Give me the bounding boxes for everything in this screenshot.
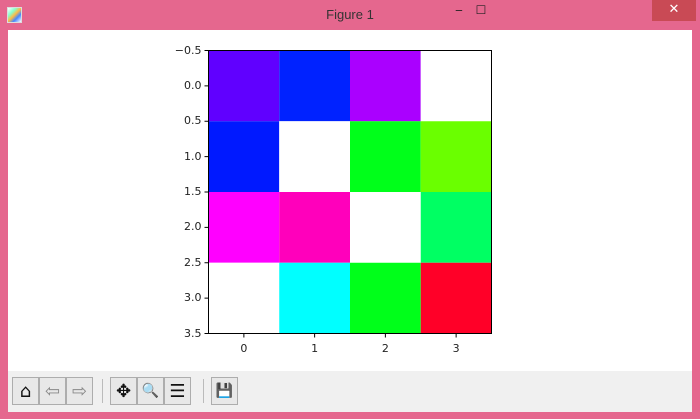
x-tick-label: 2	[381, 341, 389, 355]
home-button[interactable]: ⌂	[12, 377, 39, 405]
window-title: Figure 1	[326, 7, 374, 22]
app-icon	[7, 7, 22, 23]
y-tick-label: 0.5	[184, 114, 202, 128]
save-icon: 💾	[215, 383, 234, 399]
y-tick-label: −0.5	[174, 43, 202, 57]
pan-icon: ✥	[115, 380, 132, 402]
toolbar-separator	[203, 379, 204, 403]
heatmap-cell	[350, 50, 421, 122]
y-tick-label: 1.0	[184, 149, 202, 163]
toolbar-separator	[102, 379, 103, 403]
heatmap-cell	[350, 262, 421, 334]
home-icon: ⌂	[19, 380, 32, 402]
zoom-icon: 🔍	[141, 383, 160, 399]
heatmap-cell	[420, 121, 492, 192]
y-tick-label: 1.5	[184, 185, 202, 198]
heatmap-cell	[420, 50, 492, 122]
x-tick-label: 3	[452, 341, 460, 355]
maximize-button[interactable]: ☐	[475, 3, 487, 17]
y-tick-label: 2.5	[184, 255, 202, 269]
y-tick-label: 3.5	[184, 326, 202, 340]
heatmap-cell	[279, 262, 350, 334]
y-tick-label: 0.0	[184, 78, 202, 92]
heatmap-cell	[350, 121, 421, 192]
forward-arrow-button[interactable]: ⇨	[66, 377, 93, 405]
y-tick-label: 3.0	[184, 291, 202, 305]
heatmap-cell	[420, 262, 492, 334]
x-tick-label: 0	[240, 341, 248, 355]
heatmap-cell	[208, 262, 280, 334]
heatmap-cell	[420, 192, 492, 263]
x-tick-label: 1	[311, 341, 319, 355]
heatmap-cell	[279, 192, 350, 263]
heatmap-cell	[208, 121, 280, 192]
forward-arrow-icon: ⇨	[71, 380, 88, 402]
back-arrow-button[interactable]: ⇦	[39, 377, 66, 405]
close-button[interactable]: ✕	[652, 0, 696, 21]
back-arrow-icon: ⇦	[44, 380, 61, 402]
heatmap-cell	[279, 121, 350, 192]
navigation-toolbar: ⌂ ⇦ ⇨ ✥ 🔍 ☰ 💾	[8, 371, 692, 412]
minimize-button[interactable]: ‒	[455, 3, 463, 17]
heatmap-cell	[208, 50, 280, 122]
heatmap-cell	[279, 50, 350, 122]
title-bar: Figure 1 ‒ ☐ ✕	[0, 0, 700, 30]
heatmap-cell	[350, 192, 421, 263]
y-tick-label: 2.0	[184, 220, 202, 234]
configure-subplots-icon: ☰	[169, 380, 186, 402]
zoom-button[interactable]: 🔍	[137, 377, 164, 405]
configure-subplots-button[interactable]: ☰	[164, 377, 191, 405]
save-button[interactable]: 💾	[211, 377, 238, 405]
heatmap-cell	[208, 192, 280, 263]
pan-button[interactable]: ✥	[110, 377, 137, 405]
